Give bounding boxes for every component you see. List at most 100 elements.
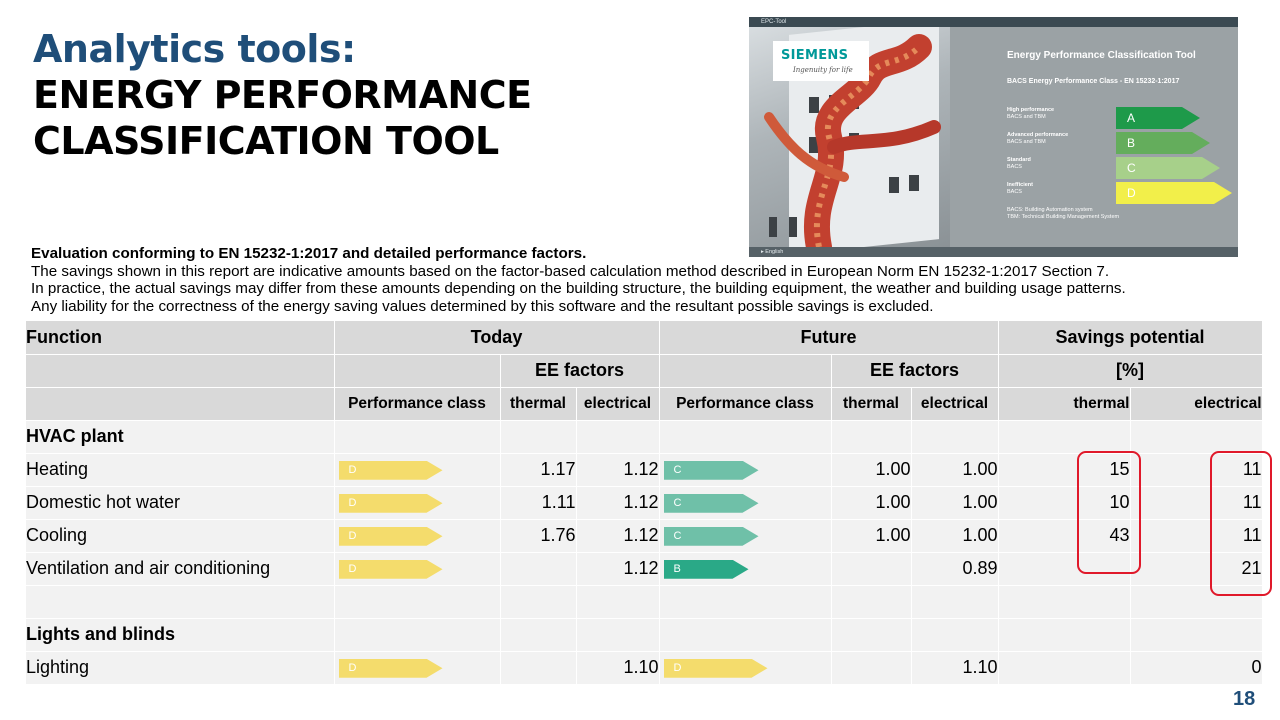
window [769,217,777,237]
performance-class-arrow: D [339,527,443,546]
today-thermal: 1.11 [500,486,577,520]
title-line-3: CLASSIFICATION TOOL [33,119,499,163]
header-blank [334,354,501,388]
empty-cell [1130,618,1263,652]
empty-cell [26,585,335,619]
section-label: HVAC plant [26,420,335,454]
function-name: Lighting [26,651,335,685]
savings-electrical: 11 [1130,486,1263,520]
class-label-c: Standard BACS [1007,157,1031,171]
section-row: Lights and blinds [26,618,1263,652]
today-class: D [334,486,501,520]
empty-cell [334,420,501,454]
future-electrical: 1.10 [911,651,999,685]
table-row: Cooling D 1.76 1.12 C 1.00 1.00 43 11 [26,519,1263,553]
today-thermal [500,651,577,685]
class-desc: BACS [1007,189,1022,195]
empty-cell [659,585,832,619]
class-arrow-a: A [1116,107,1200,129]
empty-cell [1130,420,1263,454]
empty-cell [911,420,999,454]
header-future-ee-factors: EE factors [831,354,999,388]
evaluation-line-3: Any liability for the correctness of the… [31,297,934,315]
header-function: Function [26,321,335,355]
header-future-electrical: electrical [911,387,999,421]
header-row-2: EE factors EE factors [%] [26,354,1263,388]
header-blank [26,387,335,421]
section-row: HVAC plant [26,420,1263,454]
window [809,97,819,113]
empty-cell [998,420,1131,454]
siemens-logo: SIEMENS Ingenuity for life [773,41,869,81]
epc-tool-screenshot: EPC-Tool SIEMENS Ingenuity for life Ener… [749,17,1238,257]
performance-class-arrow: C [664,461,759,480]
header-today: Today [334,321,660,355]
today-thermal: 1.17 [500,453,577,487]
savings-thermal [998,552,1131,586]
empty-cell [1130,585,1263,619]
epc-window-title: EPC-Tool [749,17,1238,27]
performance-class-arrow: D [664,659,768,678]
empty-cell [911,618,999,652]
class-name: Standard [1007,157,1031,163]
highlight-savings-electrical [1210,451,1272,596]
window [909,175,919,191]
savings-thermal: 10 [998,486,1131,520]
function-name: Cooling [26,519,335,553]
table-row: Heating D 1.17 1.12 C 1.00 1.00 15 11 [26,453,1263,487]
empty-cell [831,420,912,454]
note-line-1: BACS: Building Automation system [1007,207,1093,213]
future-electrical: 1.00 [911,486,999,520]
class-arrow-b: B [1116,132,1210,154]
note-line-2: TBM: Technical Building Management Syste… [1007,214,1120,220]
future-class: D [659,651,832,685]
future-thermal [831,552,912,586]
empty-cell [576,585,660,619]
header-row-3: Performance class thermal electrical Per… [26,387,1263,421]
epc-subheading: BACS Energy Performance Class - EN 15232… [1007,78,1180,85]
header-today-electrical: electrical [576,387,660,421]
header-future-thermal: thermal [831,387,912,421]
performance-table: Function Today Future Savings potential … [26,321,1263,685]
function-name: Domestic hot water [26,486,335,520]
header-savings-thermal: thermal [998,387,1131,421]
evaluation-line-2: In practice, the actual savings may diff… [31,280,1126,298]
language-selector[interactable]: ▸ English [749,247,1238,257]
highlight-savings-thermal [1077,451,1141,574]
window [789,217,797,237]
building-photo: SIEMENS Ingenuity for life [749,27,950,247]
class-desc: BACS and TBM [1007,114,1046,120]
future-class: C [659,519,832,553]
performance-class-arrow: C [664,527,759,546]
empty-cell [334,585,501,619]
performance-class-arrow: C [664,494,759,513]
performance-class-arrow: D [339,659,443,678]
future-electrical: 1.00 [911,519,999,553]
sculpture-art [764,34,941,247]
performance-class-arrow: D [339,494,443,513]
future-thermal [831,651,912,685]
performance-class-arrow: D [339,560,443,579]
future-thermal: 1.00 [831,486,912,520]
function-name: Heating [26,453,335,487]
header-future-class: Performance class [659,387,832,421]
page-number: 18 [1233,688,1256,710]
title-line-2: ENERGY PERFORMANCE [33,73,532,117]
empty-cell [998,585,1131,619]
empty-cell [576,420,660,454]
class-label-a: High performance BACS and TBM [1007,107,1054,121]
header-today-class: Performance class [334,387,501,421]
empty-cell [659,420,832,454]
header-today-ee-factors: EE factors [500,354,660,388]
today-electrical: 1.12 [576,519,660,553]
savings-electrical: 11 [1130,453,1263,487]
savings-electrical: 21 [1130,552,1263,586]
savings-thermal: 15 [998,453,1131,487]
savings-thermal [998,651,1131,685]
savings-thermal: 43 [998,519,1131,553]
header-blank [659,354,832,388]
empty-cell [500,420,577,454]
header-savings-electrical: electrical [1130,387,1263,421]
future-class: B [659,552,832,586]
epc-legend-note: BACS: Building Automation system TBM: Te… [1007,207,1119,221]
